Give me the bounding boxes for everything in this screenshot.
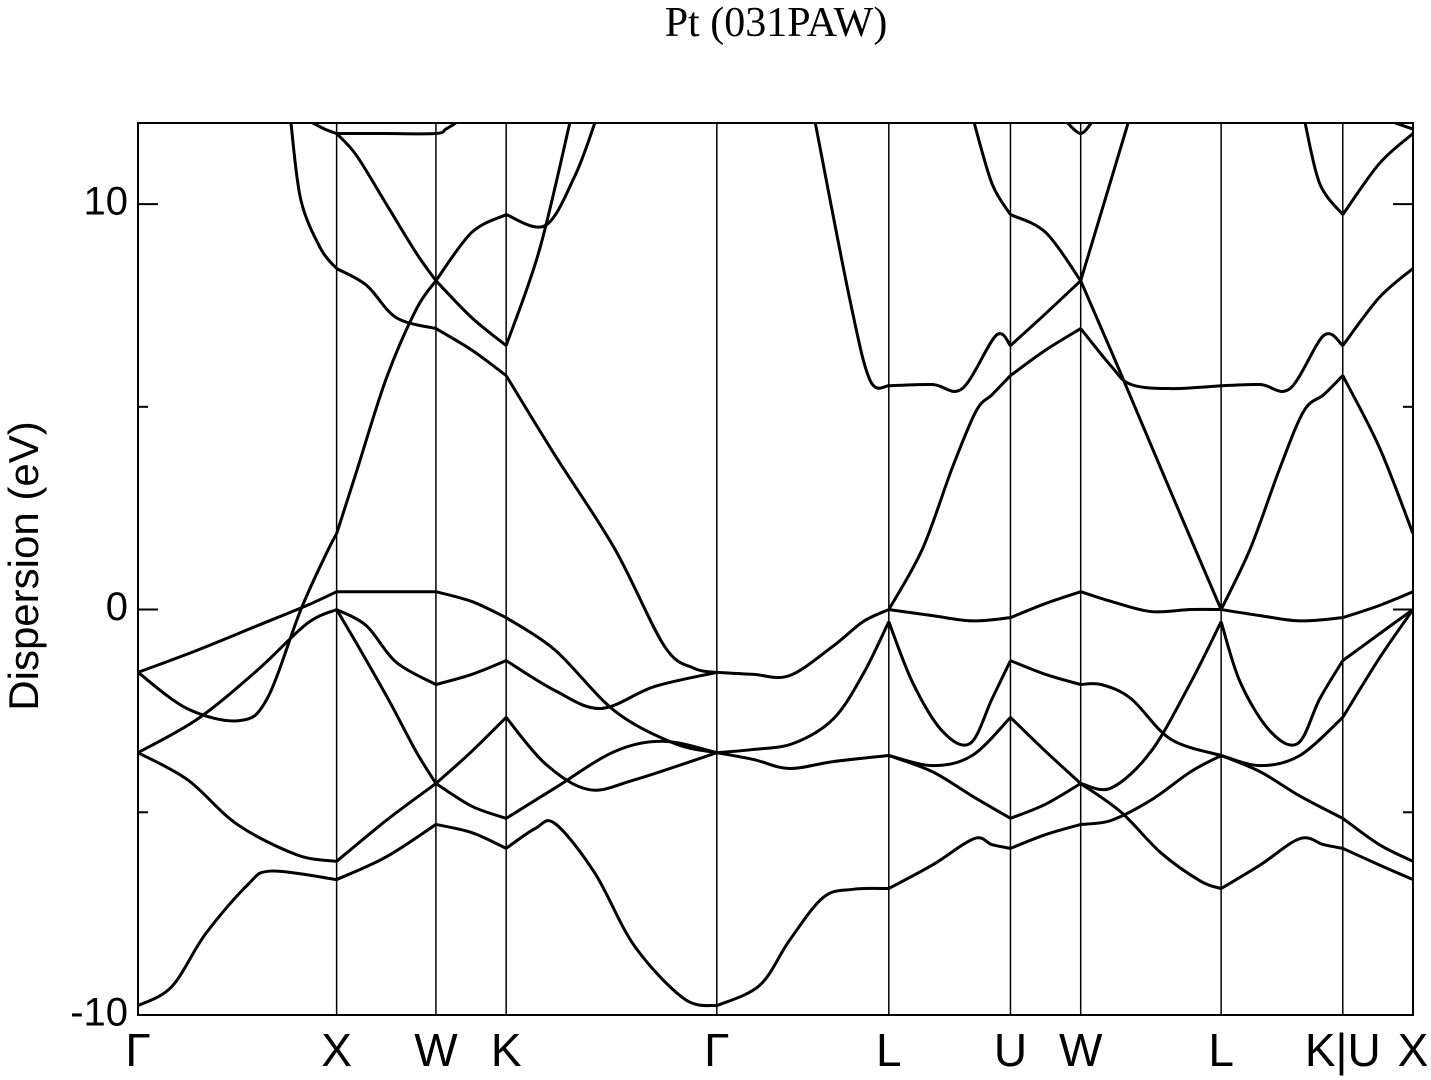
band-line: [335, 267, 437, 331]
x-tick-label: X: [321, 1024, 352, 1076]
band-line: [1341, 817, 1413, 863]
band-line: [1220, 716, 1344, 768]
band-line: [335, 279, 438, 535]
band-line: [504, 123, 572, 347]
band-line: [1009, 659, 1082, 686]
band-line: [335, 823, 437, 881]
band-line: [138, 590, 338, 674]
band-line: [435, 327, 508, 377]
band-line: [1219, 374, 1344, 611]
band-line: [434, 213, 507, 282]
band-line: [972, 123, 1012, 216]
band-line: [1080, 754, 1222, 826]
band-line: [138, 533, 338, 723]
band-line: [813, 123, 890, 390]
band-line: [435, 659, 507, 686]
band-line: [1009, 590, 1082, 620]
band-line: [887, 374, 1012, 611]
band-line: [1220, 836, 1344, 890]
band-line: [335, 132, 438, 282]
band-line: [1220, 754, 1344, 820]
band-line: [505, 616, 718, 755]
band-line: [138, 608, 338, 754]
x-tick-label: L: [876, 1024, 902, 1076]
band-line: [888, 332, 1012, 393]
band-line: [434, 279, 508, 347]
band-line: [434, 716, 508, 785]
band-line: [716, 608, 890, 680]
band-line: [138, 869, 337, 1008]
band-line: [1079, 782, 1222, 890]
x-tick-label: X: [1398, 1024, 1429, 1076]
band-line: [716, 751, 889, 770]
bands: [138, 123, 1413, 1008]
band-line: [1079, 123, 1130, 282]
band-line: [887, 621, 1012, 747]
x-tick-label: U: [994, 1024, 1027, 1076]
band-line: [1080, 682, 1222, 757]
band-line: [504, 374, 718, 674]
band-line: [505, 716, 718, 792]
x-tick-label: W: [414, 1024, 458, 1076]
band-line: [1341, 608, 1413, 719]
band-line: [435, 590, 507, 620]
band-line: [1080, 590, 1222, 614]
band-line: [505, 819, 718, 1008]
x-tick-label: W: [1059, 1024, 1103, 1076]
x-tick-label: K: [491, 1024, 522, 1076]
band-line: [1303, 123, 1344, 216]
band-line: [1009, 279, 1082, 347]
band-line: [1009, 213, 1082, 282]
x-tick-label: Γ: [125, 1024, 150, 1076]
band-line: [1342, 846, 1413, 881]
band-line: [716, 886, 889, 1008]
band-line: [1009, 822, 1082, 850]
band-line: [1009, 327, 1082, 377]
band-line: [435, 782, 507, 820]
band-line: [888, 608, 1011, 623]
plot-frame: [137, 122, 1414, 1016]
y-tick-label: 0: [106, 585, 128, 629]
band-line: [1009, 782, 1082, 820]
band-line: [888, 716, 1012, 768]
band-line: [312, 123, 338, 135]
band-line: [1080, 621, 1223, 792]
chart-title: Pt (031PAW): [665, 0, 888, 46]
x-tick-label: Γ: [704, 1024, 729, 1076]
y-tick-label: -10: [70, 991, 128, 1035]
band-line: [1220, 608, 1343, 623]
band-line: [505, 739, 718, 820]
y-axis-label: Dispersion (eV): [0, 421, 47, 710]
band-line: [335, 782, 437, 863]
band-line: [1009, 716, 1082, 785]
band-line: [1341, 132, 1413, 216]
band-line: [505, 123, 597, 229]
band-line: [716, 621, 891, 755]
y-tick-label: 10: [84, 180, 129, 224]
band-line: [1342, 590, 1413, 620]
band-line: [1219, 621, 1345, 747]
band-line: [1341, 374, 1413, 535]
band-line: [505, 659, 718, 710]
x-tick-label: L: [1208, 1024, 1234, 1076]
x-tick-label: K|U: [1305, 1024, 1381, 1076]
band-line: [1079, 327, 1222, 391]
band-line: [336, 123, 457, 136]
band-line: [335, 608, 438, 785]
band-line: [888, 836, 1011, 890]
band-line: [289, 123, 338, 270]
band-line: [138, 751, 337, 863]
band-line: [1221, 332, 1344, 393]
band-line: [1341, 267, 1413, 347]
band-line: [335, 608, 437, 686]
band-line: [1341, 608, 1413, 662]
band-line: [435, 822, 507, 850]
band-line: [1079, 280, 1223, 611]
band-line: [1066, 123, 1093, 136]
